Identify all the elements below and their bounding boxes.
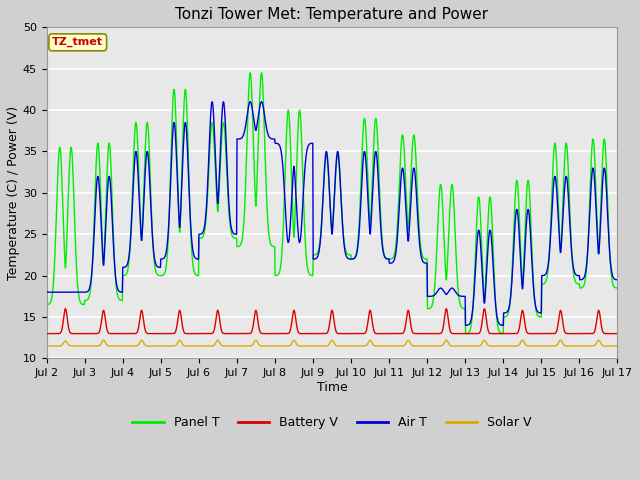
Solar V [614,343,621,349]
Title: Tonzi Tower Met: Temperature and Power: Tonzi Tower Met: Temperature and Power [175,7,488,22]
Air T [614,277,621,283]
Air T [234,136,242,142]
Solar V [496,343,504,349]
Air T [156,264,163,270]
Solar V [99,337,107,343]
Air T [461,323,469,328]
Solar V [546,343,554,349]
Y-axis label: Temperature (C) / Power (V): Temperature (C) / Power (V) [7,106,20,280]
Panel T [496,330,504,336]
Solar V [170,343,178,349]
Battery V [421,331,429,336]
Solar V [421,343,429,349]
Panel T [421,256,429,262]
Solar V [234,343,242,349]
Battery V [496,331,504,336]
Battery V [170,331,178,336]
Air T [43,289,51,295]
Battery V [61,306,69,312]
Line: Solar V: Solar V [47,340,618,346]
X-axis label: Time: Time [317,381,348,394]
Battery V [614,331,621,336]
Air T [208,99,216,105]
Line: Battery V: Battery V [47,309,618,334]
Battery V [43,331,51,336]
Panel T [246,70,254,76]
Solar V [156,343,164,349]
Battery V [546,331,554,336]
Battery V [156,331,164,336]
Line: Air T: Air T [47,102,618,325]
Panel T [156,273,163,278]
Battery V [234,331,242,336]
Solar V [43,343,51,349]
Panel T [547,228,554,234]
Panel T [461,331,469,336]
Air T [421,260,429,266]
Air T [170,121,177,127]
Panel T [43,302,51,308]
Text: TZ_tmet: TZ_tmet [52,37,103,48]
Panel T [170,89,177,95]
Panel T [234,244,241,250]
Panel T [614,285,621,291]
Line: Panel T: Panel T [47,73,618,334]
Air T [496,322,504,327]
Air T [547,235,554,241]
Legend: Panel T, Battery V, Air T, Solar V: Panel T, Battery V, Air T, Solar V [127,411,536,434]
